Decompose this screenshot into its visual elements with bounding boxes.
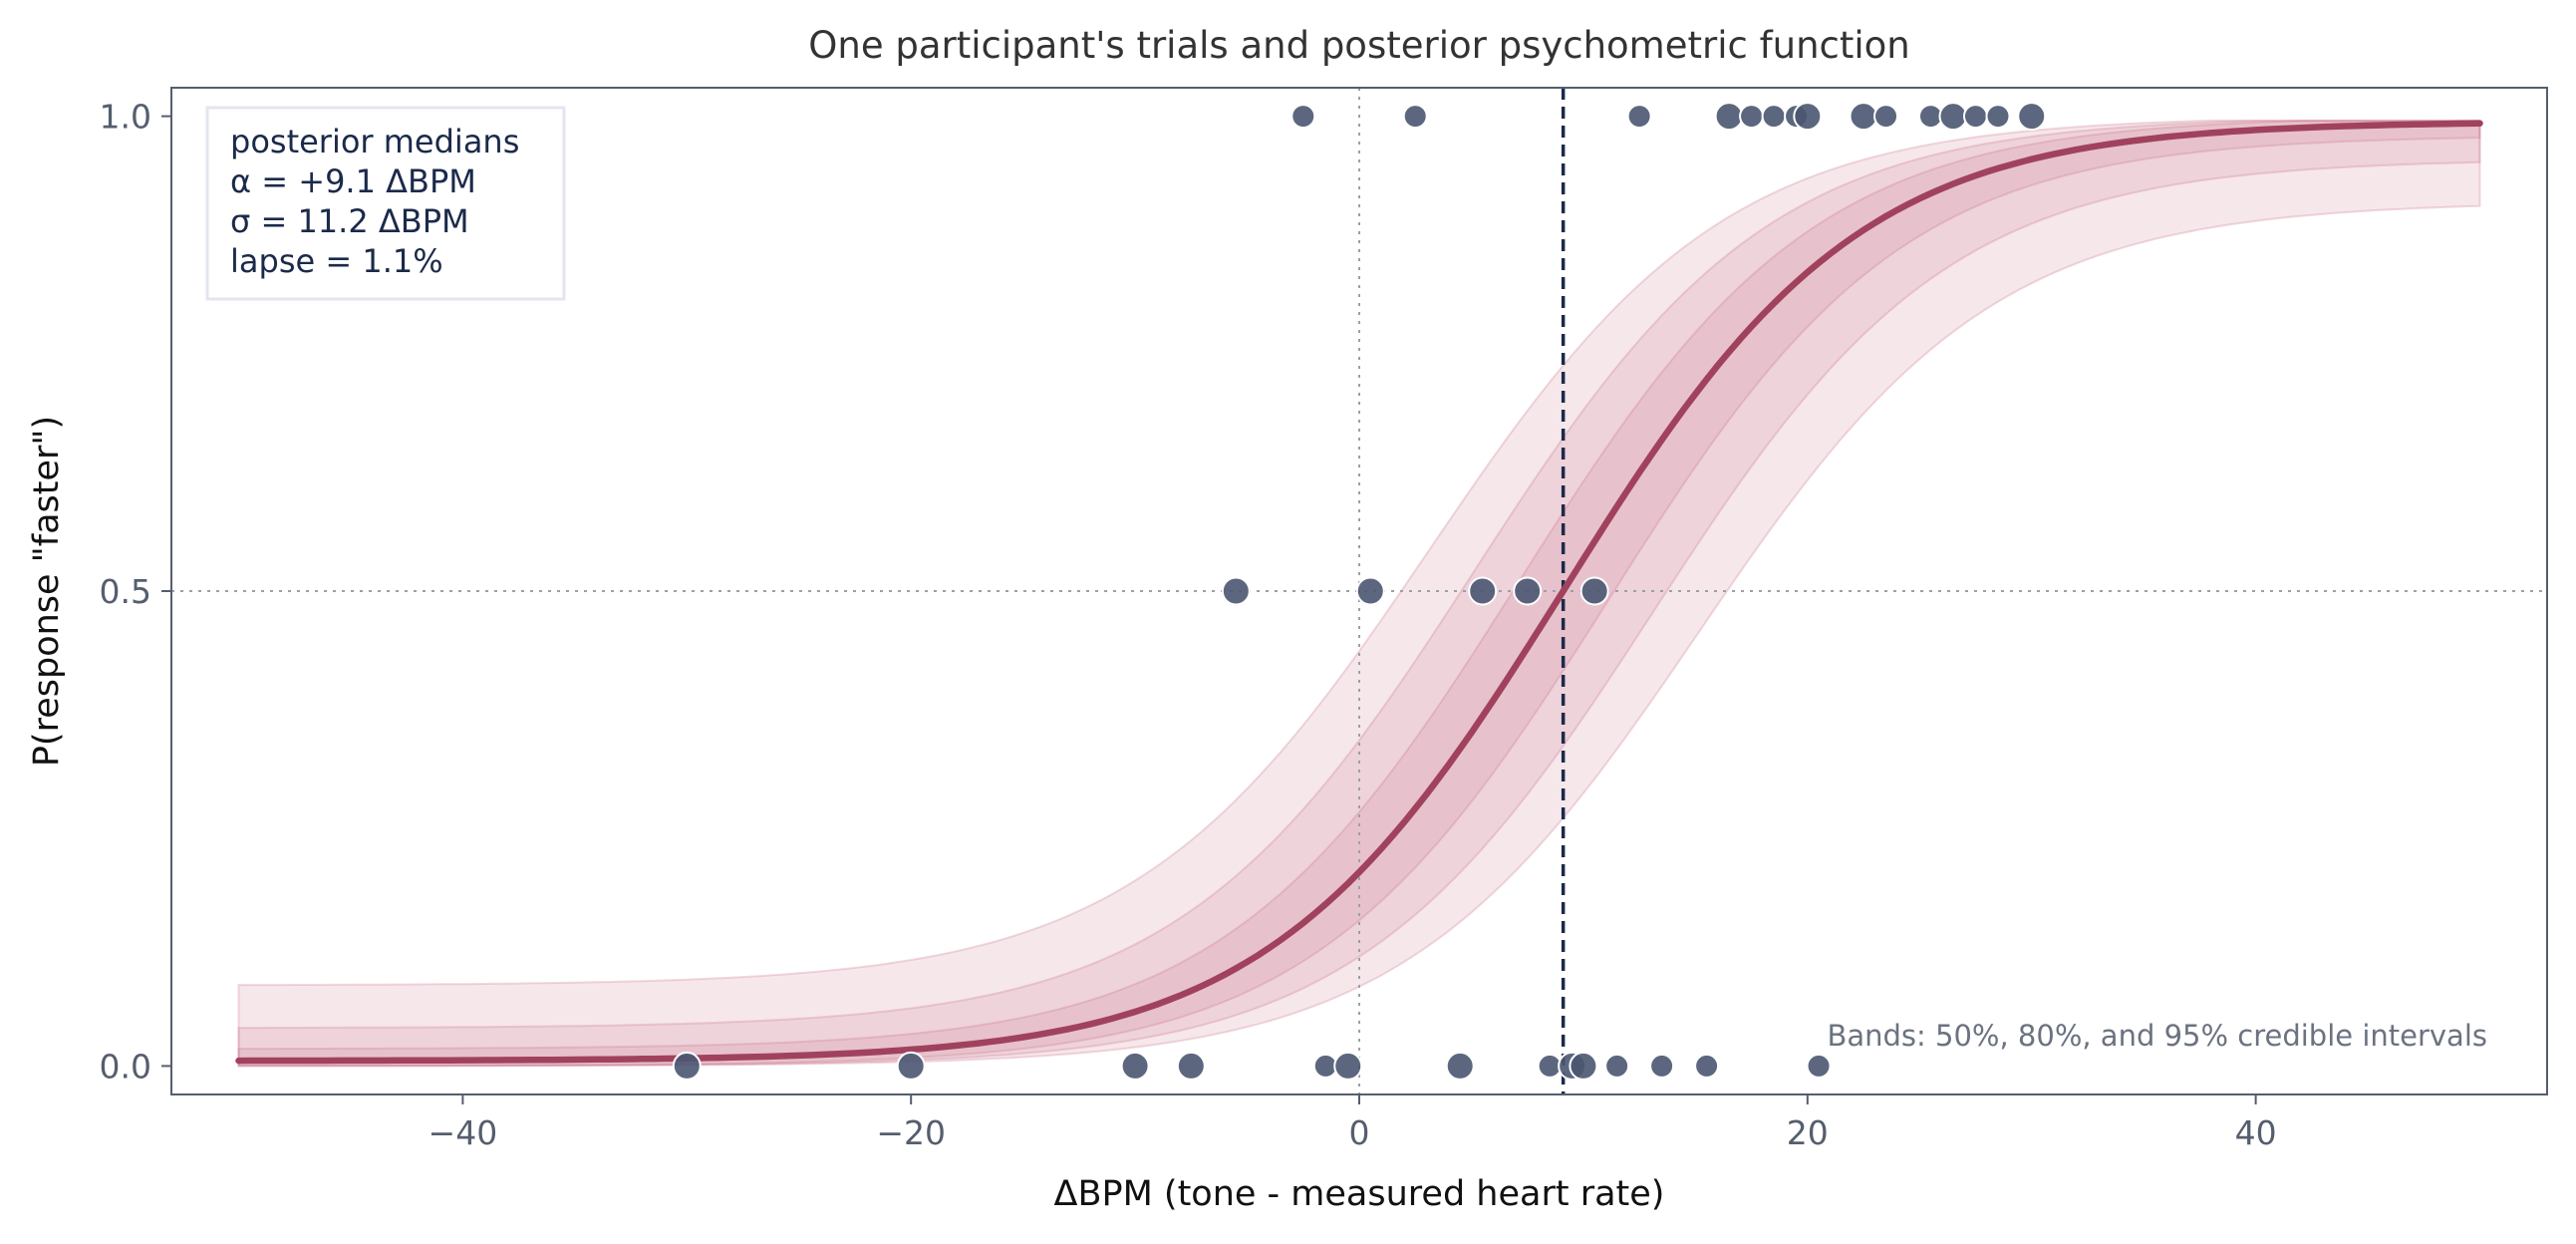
trial-point (1120, 1051, 1150, 1081)
trial-point (1176, 1051, 1206, 1081)
trial-point (1579, 576, 1609, 606)
x-tick-label: −40 (429, 1113, 498, 1152)
trial-point (1221, 576, 1251, 606)
trial-point (1806, 1053, 1832, 1079)
legend-line-4: lapse = 1.1% (230, 242, 443, 280)
trial-point (1290, 104, 1316, 130)
credible-band-50 (237, 120, 2481, 1068)
chart-title: One participant's trials and posterior p… (808, 24, 1909, 67)
trial-points (672, 102, 2047, 1081)
trial-point (1793, 102, 1823, 132)
x-axis-label: ΔBPM (tone - measured heart rate) (1054, 1174, 1665, 1214)
trial-point (1445, 1051, 1475, 1081)
x-tick-label: 20 (1787, 1113, 1829, 1152)
y-tick-label: 0.0 (100, 1047, 151, 1086)
trial-point (1604, 1053, 1630, 1079)
trial-point (1402, 104, 1428, 130)
credible-band-95 (237, 119, 2481, 1068)
credible-bands (237, 119, 2481, 1068)
trial-point (1739, 104, 1765, 130)
bands-annotation: Bands: 50%, 80%, and 95% credible interv… (1827, 1019, 2487, 1053)
trial-point (1761, 104, 1787, 130)
trial-point (1714, 102, 1744, 132)
legend-line-2: α = +9.1 ΔBPM (230, 162, 476, 200)
median-curve (235, 120, 2483, 1065)
trial-point (1569, 1051, 1598, 1081)
credible-band-80 (237, 120, 2481, 1068)
legend-line-1: posterior medians (230, 123, 519, 160)
y-axis-label: P(response "faster") (27, 416, 67, 767)
trial-point (2017, 102, 2047, 132)
y-tick-label: 1.0 (100, 98, 151, 137)
x-tick-label: 0 (1349, 1113, 1370, 1152)
legend-frame (205, 106, 566, 301)
trial-point (672, 1051, 702, 1081)
x-axis-ticks: −40 −20 0 20 40 (429, 1094, 2277, 1152)
trial-point (1694, 1053, 1720, 1079)
median-curve-line (235, 120, 2483, 1065)
trial-point (1962, 104, 1988, 130)
trial-point (1355, 576, 1385, 606)
x-tick-label: 40 (2235, 1113, 2277, 1152)
trial-point (1649, 1053, 1675, 1079)
trial-point (1873, 104, 1899, 130)
trial-point (1513, 576, 1543, 606)
y-axis-ticks: 0.0 0.5 1.0 (100, 98, 171, 1086)
trial-point (1468, 576, 1498, 606)
trial-point (1849, 102, 1878, 132)
trial-point (1938, 102, 1968, 132)
trial-point (1985, 104, 2011, 130)
trial-point (1626, 104, 1652, 130)
legend-line-3: σ = 11.2 ΔBPM (230, 202, 469, 240)
x-tick-label: −20 (876, 1113, 946, 1152)
y-tick-label: 0.5 (100, 572, 151, 611)
trial-point (896, 1051, 926, 1081)
trial-point (1333, 1051, 1363, 1081)
legend-box: posterior medians α = +9.1 ΔBPM σ = 11.2… (205, 106, 566, 301)
